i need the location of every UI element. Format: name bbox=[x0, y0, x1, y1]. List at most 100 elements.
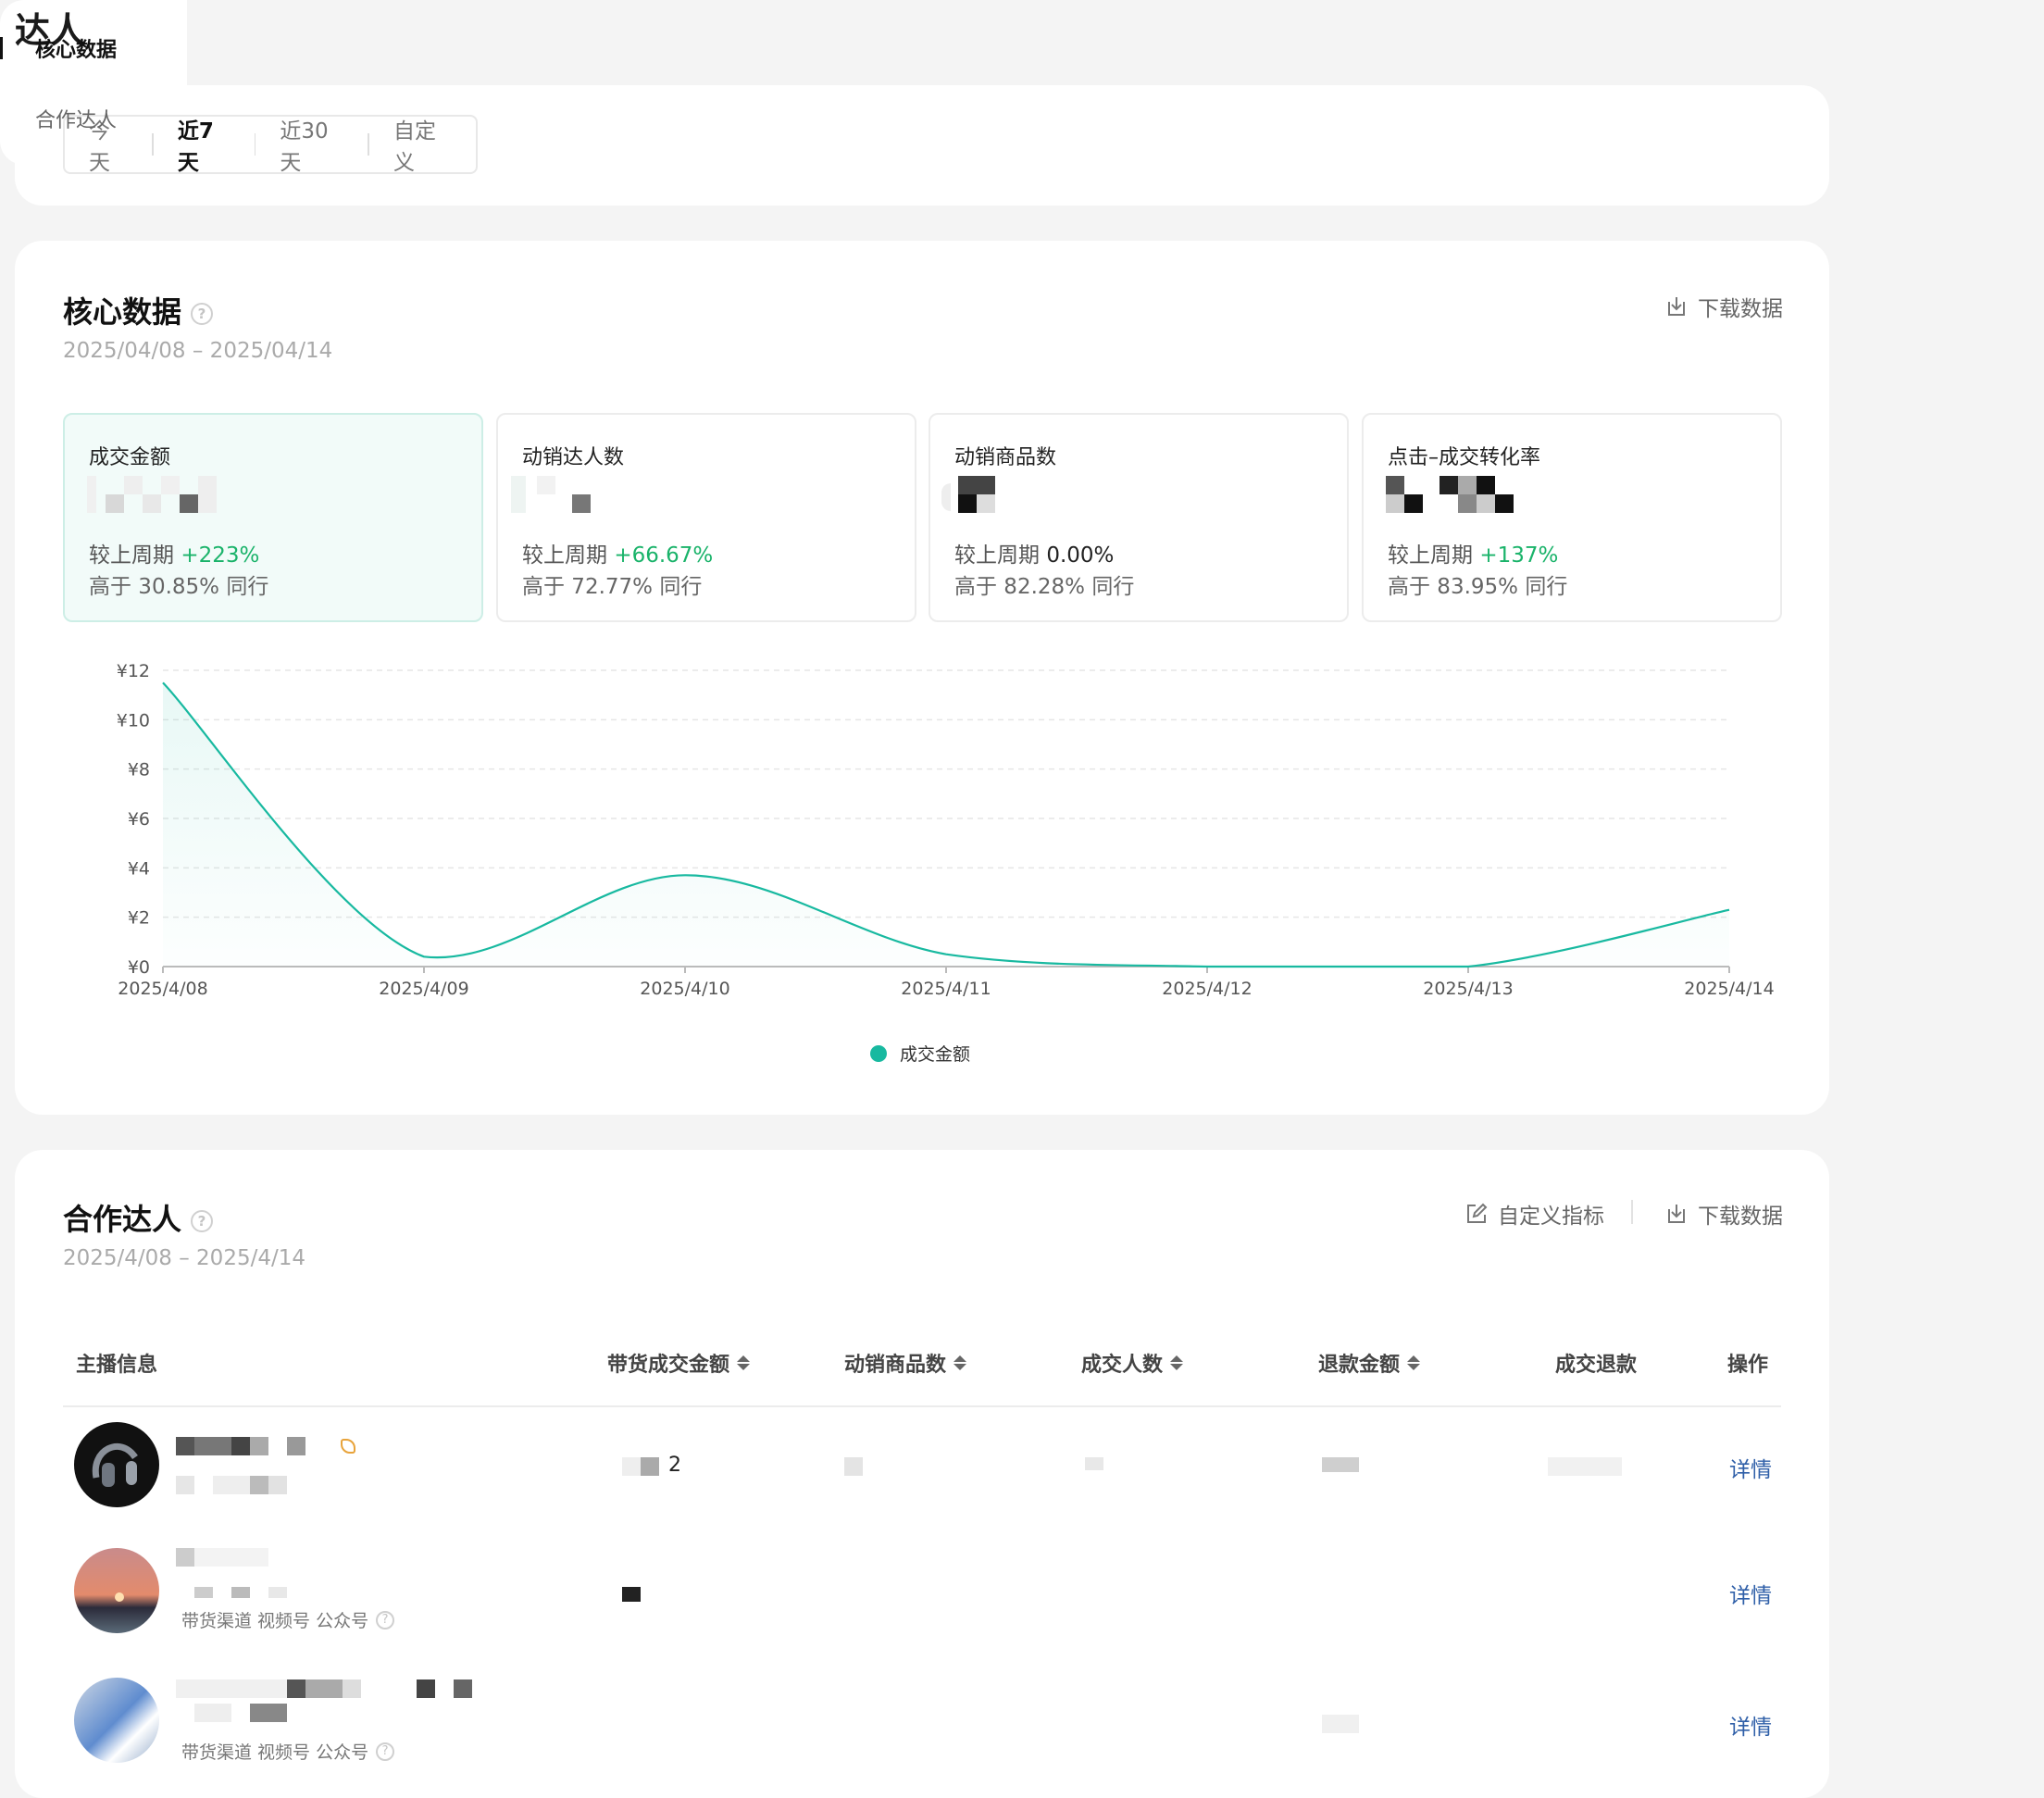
x-tick-label: 2025/4/14 bbox=[1684, 979, 1774, 999]
masked-cell bbox=[844, 1457, 863, 1476]
metric-compare: 较上周期 +223% bbox=[89, 537, 259, 568]
row-sales-amount: 2 bbox=[668, 1454, 681, 1477]
y-tick-label: ¥4 bbox=[128, 858, 150, 879]
sort-icon[interactable] bbox=[737, 1355, 750, 1370]
masked-cell bbox=[1085, 1457, 1103, 1470]
core-date-range: 2025/04/08 – 2025/04/14 bbox=[63, 339, 332, 363]
metric-label: 动销商品数 bbox=[954, 441, 1056, 470]
x-tick-label: 2025/4/11 bbox=[901, 979, 991, 999]
metric-peer: 高于 83.95% 同行 bbox=[1388, 568, 1567, 600]
partners-title-text: 合作达人 bbox=[63, 1202, 181, 1237]
metric-card-active-products[interactable]: 动销商品数 较上周期 0.00% 高于 82.28% 同行 bbox=[929, 413, 1349, 622]
col-label: 主播信息 bbox=[76, 1348, 157, 1378]
col-streamer-info: 主播信息 bbox=[76, 1348, 157, 1378]
edit-icon bbox=[1464, 1202, 1489, 1226]
metric-value-masked bbox=[1386, 476, 1515, 517]
tab-7days[interactable]: 近7天 bbox=[154, 113, 255, 176]
side-nav-partners[interactable]: 合作达人 bbox=[35, 104, 117, 133]
help-icon[interactable]: ? bbox=[376, 1611, 394, 1629]
series-area bbox=[163, 682, 1729, 967]
y-tick-label: ¥10 bbox=[117, 710, 150, 730]
compare-prefix: 较上周期 bbox=[954, 543, 1040, 568]
metric-compare: 较上周期 +66.67% bbox=[522, 537, 713, 568]
channel-text: 带货渠道 视频号 公众号 bbox=[181, 1607, 368, 1632]
customize-metrics-button[interactable]: 自定义指标 bbox=[1464, 1198, 1604, 1230]
col-label: 成交人数 bbox=[1081, 1348, 1163, 1378]
x-tick-label: 2025/4/08 bbox=[118, 979, 207, 999]
partners-download-button[interactable]: 下载数据 bbox=[1664, 1198, 1783, 1230]
streamer-name-masked bbox=[176, 1437, 361, 1492]
metric-card-conversion[interactable]: 点击–成交转化率 较上周期 +137% 高于 83.95% 同行 bbox=[1362, 413, 1782, 622]
metric-value-masked bbox=[953, 476, 1082, 517]
compare-value: 0.00% bbox=[1046, 543, 1114, 568]
metric-peer: 高于 72.77% 同行 bbox=[522, 568, 702, 600]
compare-value: +137% bbox=[1479, 543, 1558, 568]
core-data-title-text: 核心数据 bbox=[63, 294, 181, 330]
y-tick-label: ¥12 bbox=[117, 661, 150, 681]
masked-cell bbox=[622, 1587, 641, 1602]
download-icon bbox=[1664, 1202, 1689, 1226]
download-label: 下载数据 bbox=[1698, 291, 1783, 322]
headphones-image bbox=[74, 1422, 159, 1507]
legend-dot bbox=[870, 1045, 887, 1062]
metric-card-gmv[interactable]: 成交金额 较上周期 +223% 高于 30.85% 同行 bbox=[63, 413, 483, 622]
range-card: 今天 近7天 近30天 自定义 bbox=[15, 85, 1829, 206]
active-marker bbox=[0, 37, 3, 59]
avatar[interactable] bbox=[74, 1422, 159, 1507]
streamer-name-masked bbox=[176, 1548, 361, 1594]
table-header-divider bbox=[63, 1405, 1781, 1407]
metric-peer: 高于 30.85% 同行 bbox=[89, 568, 268, 600]
tab-custom[interactable]: 自定义 bbox=[369, 113, 476, 176]
col-refund-amount[interactable]: 退款金额 bbox=[1318, 1348, 1420, 1378]
x-tick-label: 2025/4/10 bbox=[640, 979, 729, 999]
detail-link[interactable]: 详情 bbox=[1729, 1709, 1772, 1741]
side-nav-core-data[interactable]: 核心数据 bbox=[35, 33, 117, 63]
y-tick-label: ¥2 bbox=[128, 908, 150, 929]
col-label: 动销商品数 bbox=[844, 1348, 946, 1378]
masked-cell bbox=[622, 1457, 659, 1476]
sort-icon[interactable] bbox=[953, 1355, 966, 1370]
chart-legend[interactable]: 成交金额 bbox=[870, 1041, 970, 1066]
col-buyers[interactable]: 成交人数 bbox=[1081, 1348, 1183, 1378]
legend-label: 成交金额 bbox=[900, 1041, 970, 1066]
compare-prefix: 较上周期 bbox=[89, 543, 174, 568]
help-icon[interactable]: ? bbox=[191, 303, 213, 325]
metric-value-masked bbox=[87, 476, 217, 517]
col-label: 操作 bbox=[1727, 1348, 1768, 1378]
metric-value-masked bbox=[520, 476, 650, 517]
metric-label: 动销达人数 bbox=[522, 441, 624, 470]
tab-30days[interactable]: 近30天 bbox=[256, 113, 368, 176]
compare-value: +66.67% bbox=[614, 543, 713, 568]
metric-card-active-creators[interactable]: 动销达人数 较上周期 +66.67% 高于 72.77% 同行 bbox=[496, 413, 916, 622]
col-sales-amount[interactable]: 带货成交金额 bbox=[607, 1348, 750, 1378]
col-label: 成交退款 bbox=[1555, 1348, 1637, 1378]
detail-link[interactable]: 详情 bbox=[1729, 1452, 1772, 1483]
col-action: 操作 bbox=[1727, 1348, 1768, 1378]
detail-link[interactable]: 详情 bbox=[1729, 1578, 1772, 1609]
y-tick-label: ¥0 bbox=[128, 957, 150, 978]
series-line bbox=[163, 682, 1729, 967]
masked-cell bbox=[1548, 1457, 1622, 1476]
metric-label: 成交金额 bbox=[89, 441, 170, 470]
sort-icon[interactable] bbox=[1407, 1355, 1420, 1370]
sort-icon[interactable] bbox=[1170, 1355, 1183, 1370]
help-icon[interactable]: ? bbox=[191, 1210, 213, 1232]
col-products[interactable]: 动销商品数 bbox=[844, 1348, 966, 1378]
avatar[interactable] bbox=[74, 1548, 159, 1633]
col-label: 带货成交金额 bbox=[607, 1348, 729, 1378]
divider bbox=[1631, 1200, 1633, 1224]
col-label: 退款金额 bbox=[1318, 1348, 1400, 1378]
partners-title: 合作达人? bbox=[63, 1196, 213, 1239]
metric-label: 点击–成交转化率 bbox=[1388, 441, 1540, 470]
core-data-title: 核心数据? bbox=[63, 289, 213, 331]
channel-text: 带货渠道 视频号 公众号 bbox=[181, 1739, 368, 1764]
core-download-button[interactable]: 下载数据 bbox=[1664, 291, 1783, 322]
avatar[interactable] bbox=[74, 1678, 159, 1763]
compare-value: +223% bbox=[181, 543, 259, 568]
row-channel: 带货渠道 视频号 公众号 ? bbox=[181, 1739, 394, 1764]
metric-compare: 较上周期 0.00% bbox=[954, 537, 1114, 568]
help-icon[interactable]: ? bbox=[376, 1742, 394, 1761]
y-tick-label: ¥8 bbox=[128, 760, 150, 780]
x-tick-label: 2025/4/13 bbox=[1423, 979, 1513, 999]
